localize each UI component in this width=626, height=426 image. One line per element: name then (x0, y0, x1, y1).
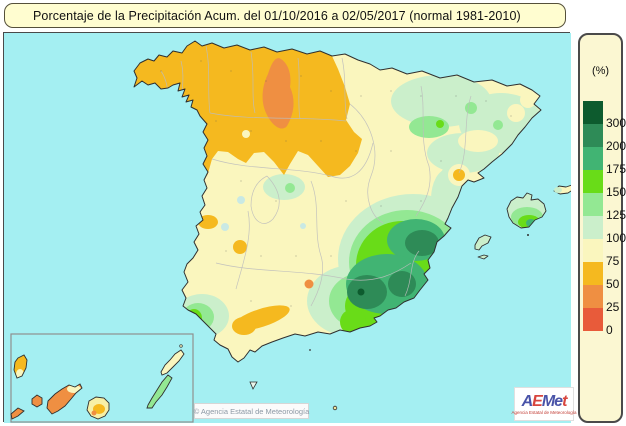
legend-swatch-50-75 (583, 262, 603, 285)
mallorca-outline (506, 192, 547, 229)
copyright-box: © Agencia Estatal de Meteorología (194, 403, 309, 419)
legend-swatch-100-125 (583, 216, 603, 239)
spain-map (4, 33, 571, 423)
legend-scale (583, 101, 603, 331)
legend-threshold-label: 300 (606, 116, 626, 130)
aemet-logo: AEMet Agencia Estatal de Meteorología (511, 387, 577, 421)
legend-swatch-25-50 (583, 285, 603, 308)
legend-threshold-label: 100 (606, 231, 626, 245)
logo-text: AEMet (521, 392, 568, 410)
peninsula-coastline (133, 40, 542, 363)
legend-threshold-label: 0 (606, 323, 613, 337)
page-title: Porcentaje de la Precipitación Acum. del… (33, 8, 521, 23)
canary-inset (10, 333, 194, 423)
legend-threshold-label: 50 (606, 277, 620, 291)
legend-swatch-125-150 (583, 193, 603, 216)
legend-swatch-200-300 (583, 124, 603, 147)
legend-unit-label: (%) (591, 65, 610, 77)
ceuta-marker (249, 381, 258, 390)
legend-threshold-label: 175 (606, 162, 626, 176)
legend-panel: (%) 300 200 175 150 125 100 75 50 25 0 (578, 33, 626, 423)
legend-swatch-150-175 (583, 170, 603, 193)
melilla-marker (332, 405, 338, 411)
station-dots (160, 60, 512, 307)
alboran-dot (309, 349, 311, 351)
legend-threshold-label: 200 (606, 139, 626, 153)
province-borders (160, 45, 472, 307)
legend-swatch-0-25 (583, 308, 603, 331)
legend-swatch-175-200 (583, 147, 603, 170)
legend-threshold-label: 150 (606, 185, 626, 199)
legend-threshold-label: 25 (606, 300, 620, 314)
legend-threshold-label: 75 (606, 254, 620, 268)
legend-swatch-75-100 (583, 239, 603, 262)
map-panel: © Agencia Estatal de Meteorología AEMet … (3, 32, 577, 423)
legend-threshold-label: 125 (606, 208, 626, 222)
copyright-text: © Agencia Estatal de Meteorología (193, 406, 310, 416)
title-bar: Porcentaje de la Precipitación Acum. del… (4, 3, 566, 28)
legend-labels: 300 200 175 150 125 100 75 50 25 0 (580, 35, 626, 421)
logo-subtext: Agencia Estatal de Meteorología (511, 409, 577, 415)
legend-swatch-gt300 (583, 101, 603, 124)
